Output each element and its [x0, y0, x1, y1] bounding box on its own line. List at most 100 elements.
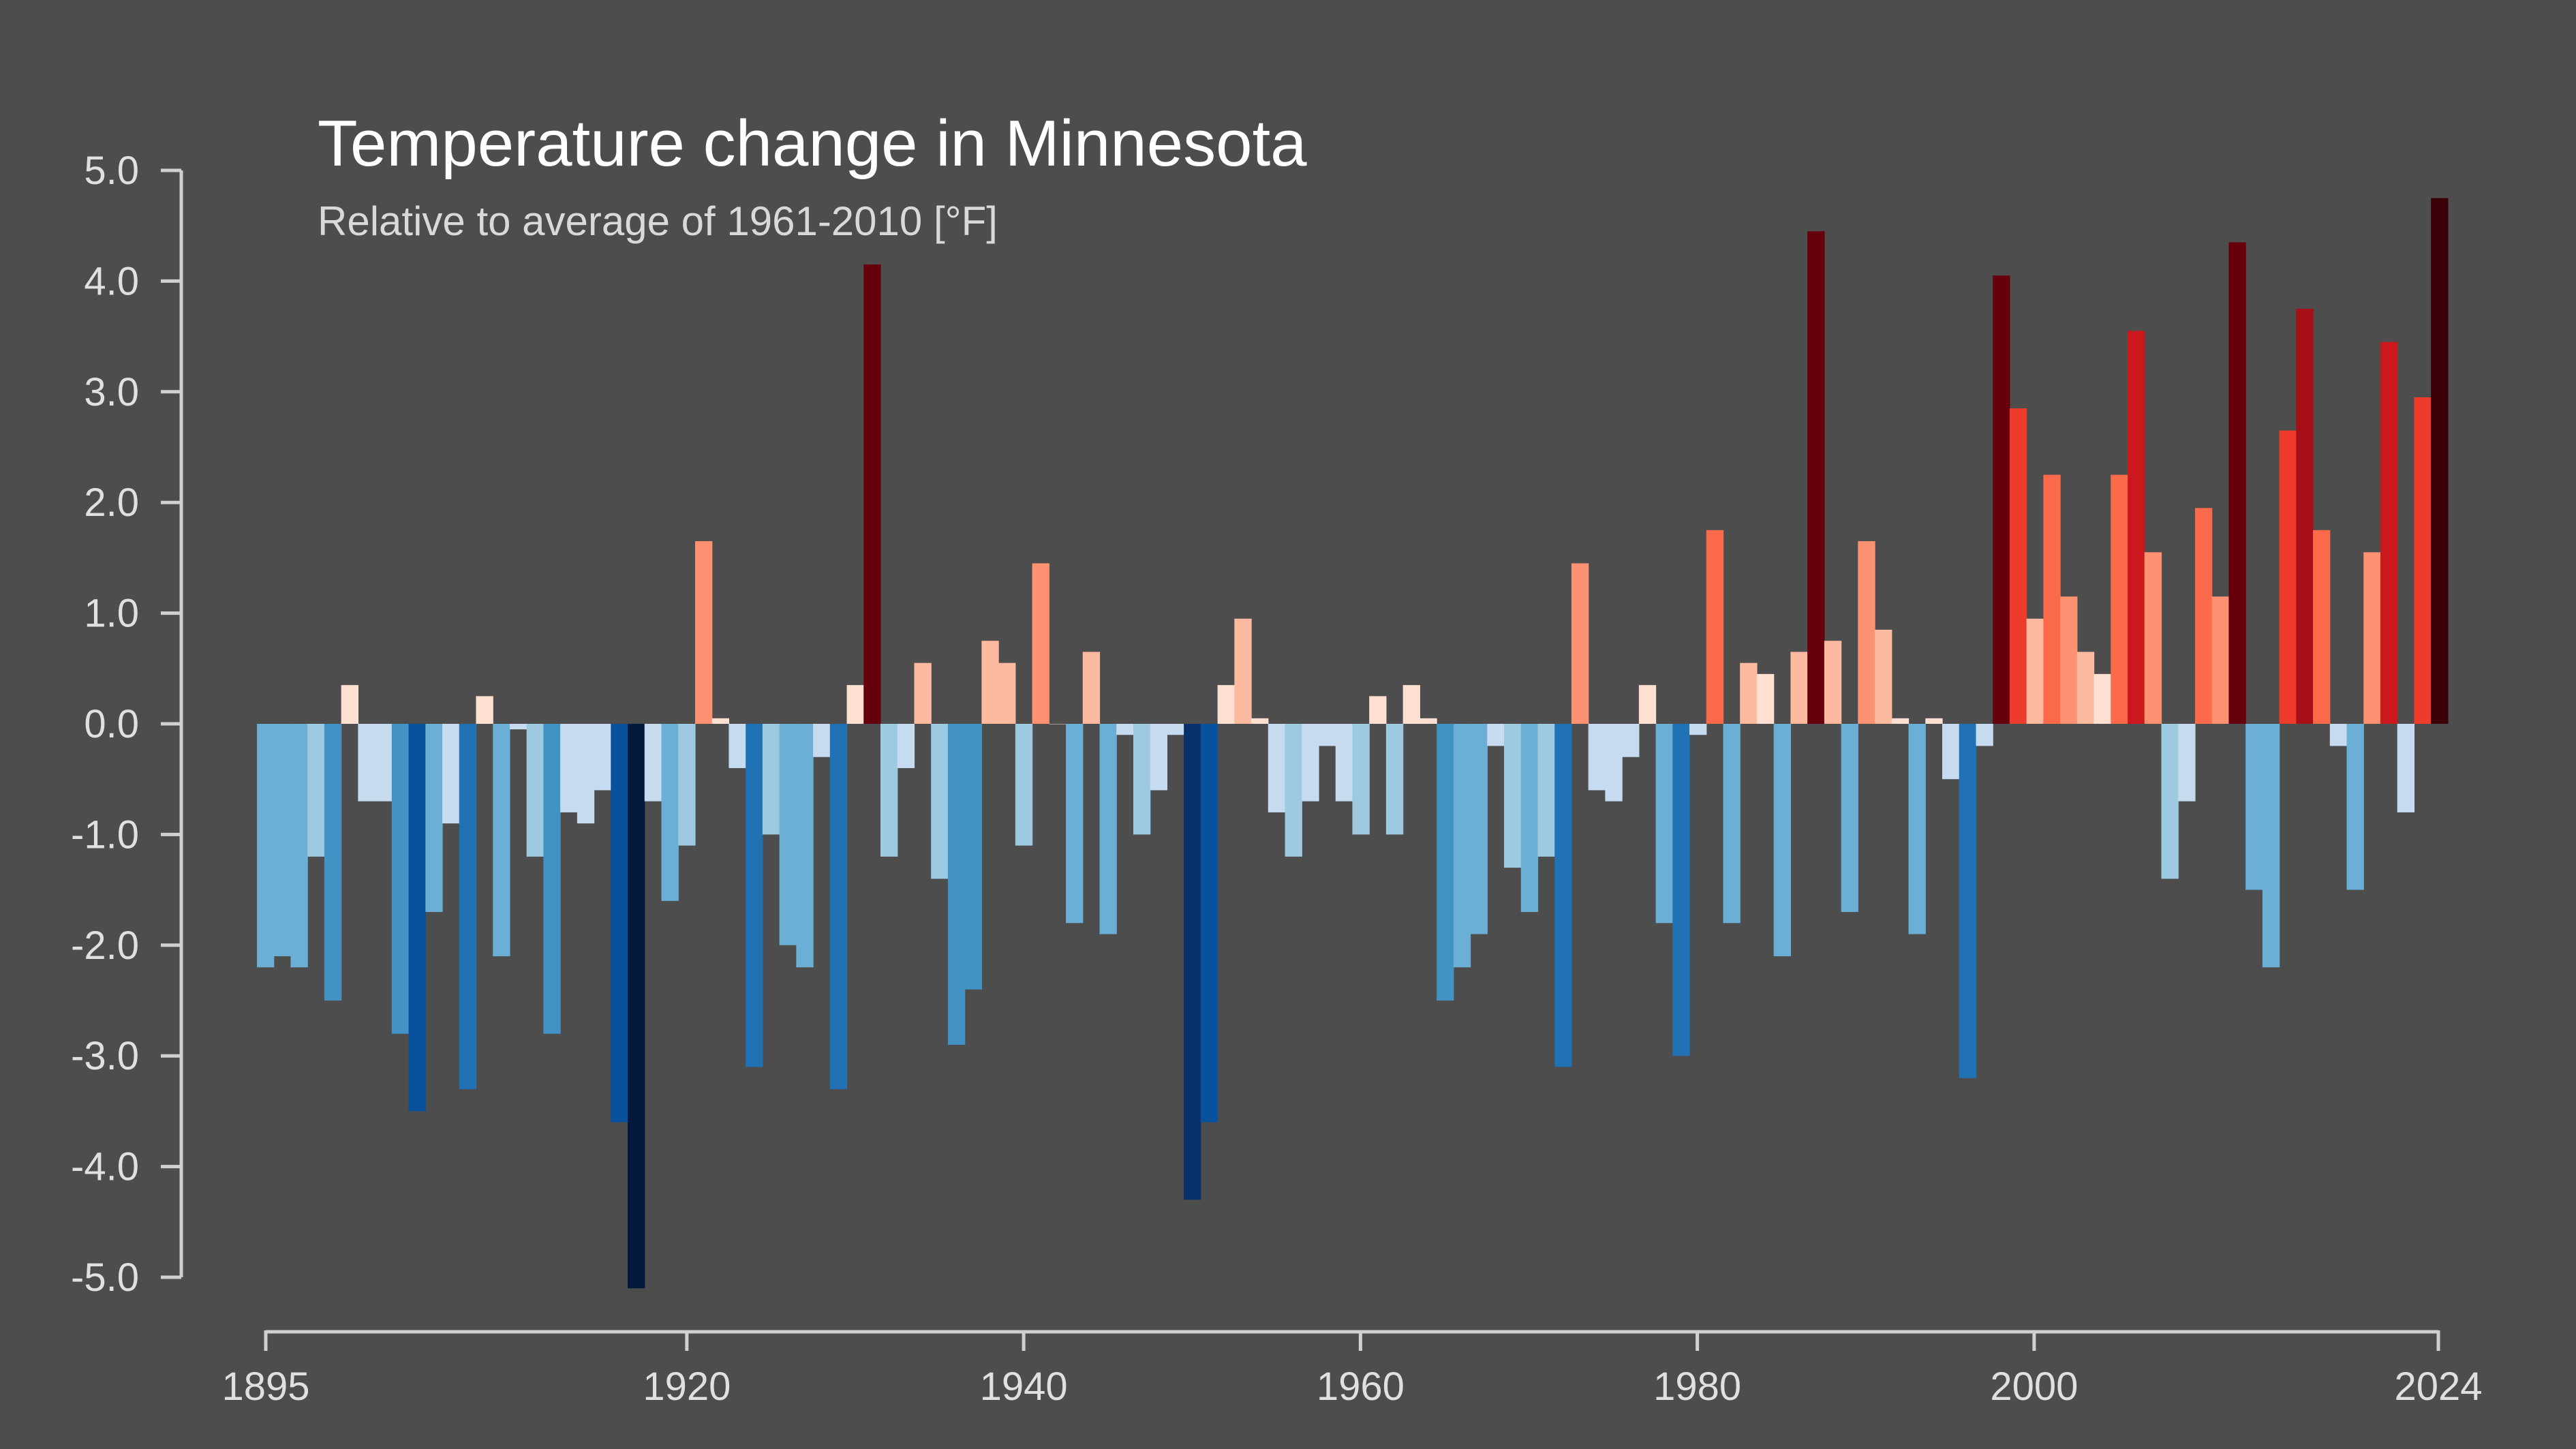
bar-1916: [611, 724, 628, 1123]
bar-1929: [829, 724, 848, 1089]
bar-2024: [2431, 198, 2449, 724]
bar-1913: [560, 724, 578, 812]
y-tick-label: 0.0: [84, 702, 139, 746]
bar-1973: [1571, 563, 1589, 724]
bar-2017: [2313, 530, 2331, 724]
bar-1990: [1858, 541, 1875, 724]
y-tick-label: 4.0: [84, 259, 139, 303]
bar-1975: [1605, 724, 1623, 802]
bar-1925: [762, 724, 780, 835]
bar-1934: [914, 662, 932, 724]
bar-1994: [1925, 718, 1943, 724]
bar-2020: [2363, 552, 2381, 724]
bar-2010: [2194, 508, 2213, 724]
bar-2003: [2076, 652, 2095, 724]
bar-1995: [1942, 724, 1960, 780]
chart-subtitle: Relative to average of 1961-2010 [°F]: [318, 198, 998, 244]
bar-1902: [375, 724, 393, 802]
bar-1988: [1824, 641, 1842, 724]
y-axis: 5.0 4.0 3.0 2.0 1.0 0.0 -1.0 -2.0 -3.0 -4.0 -5.0: [71, 149, 183, 1300]
bar-2013: [2245, 724, 2263, 890]
bar-1907: [459, 724, 477, 1089]
x-tick-label: 2000: [1990, 1364, 2078, 1409]
bar-1912: [543, 724, 561, 1034]
x-axis: 1895 1920 1940 1960 1980 2000 2024: [221, 1330, 2483, 1409]
bar-1978: [1655, 724, 1673, 924]
bar-1966: [1453, 724, 1471, 968]
bar-1948: [1150, 724, 1168, 791]
bar-2004: [2094, 673, 2111, 724]
bar-1920: [678, 724, 696, 846]
x-tick-label: 1980: [1653, 1364, 1741, 1409]
bar-1969: [1504, 724, 1522, 868]
y-tick-label: 2.0: [84, 481, 139, 525]
bar-1937: [964, 724, 982, 990]
bar-1924: [746, 724, 763, 1067]
bar-1971: [1537, 724, 1555, 857]
bar-2019: [2346, 724, 2364, 890]
bar-1910: [509, 724, 527, 730]
chart-title: Temperature change in Minnesota: [318, 107, 1307, 180]
bar-1977: [1638, 685, 1657, 724]
bar-2011: [2211, 596, 2230, 724]
bar-1951: [1200, 724, 1218, 1123]
bar-1992: [1891, 718, 1910, 724]
bar-2002: [2060, 596, 2078, 724]
bar-2008: [2161, 724, 2179, 879]
bar-1981: [1706, 530, 1724, 724]
bar-1957: [1302, 724, 1319, 802]
bar-1958: [1318, 724, 1336, 746]
bar-1968: [1487, 724, 1505, 746]
bar-1938: [981, 641, 999, 724]
bar-1955: [1268, 724, 1286, 812]
bar-1901: [358, 724, 375, 802]
bar-1943: [1066, 724, 1084, 924]
bar-1989: [1841, 724, 1858, 913]
bar-1985: [1773, 724, 1792, 957]
bar-1950: [1184, 724, 1201, 1200]
bar-2012: [2228, 242, 2246, 724]
bar-1905: [425, 724, 443, 913]
bar-1986: [1790, 652, 1808, 724]
bar-1897: [290, 724, 308, 968]
bar-1961: [1369, 696, 1387, 724]
bar-1962: [1385, 724, 1404, 835]
y-tick-label: 3.0: [84, 370, 139, 414]
bar-1922: [711, 718, 730, 724]
bar-1960: [1352, 724, 1370, 835]
bar-1974: [1588, 724, 1606, 791]
bar-1965: [1437, 724, 1454, 1001]
bar-2023: [2414, 397, 2432, 724]
bar-1900: [341, 685, 358, 724]
bar-1972: [1554, 724, 1572, 1067]
bar-1944: [1082, 652, 1101, 724]
bar-1918: [644, 724, 662, 802]
bar-1967: [1470, 724, 1488, 934]
bar-1908: [476, 696, 493, 724]
bar-1984: [1756, 673, 1775, 724]
y-tick-label: -4.0: [71, 1145, 139, 1189]
bar-1896: [273, 724, 292, 957]
bar-1940: [1015, 724, 1033, 846]
bar-2016: [2296, 309, 2314, 724]
bar-1909: [493, 724, 510, 957]
bar-2009: [2178, 724, 2196, 802]
bar-1904: [408, 724, 426, 1112]
x-tick-label: 1940: [980, 1364, 1068, 1409]
bar-1935: [931, 724, 949, 879]
bar-1993: [1908, 724, 1926, 934]
bar-1936: [947, 724, 966, 1045]
bar-1895: [257, 724, 275, 968]
bar-1997: [1976, 724, 1993, 746]
x-tick-label: 1920: [643, 1364, 731, 1409]
bar-1964: [1420, 718, 1437, 724]
bar-1926: [779, 724, 797, 945]
y-tick-label: -3.0: [71, 1034, 139, 1078]
bar-1946: [1116, 724, 1134, 735]
y-tick-label: -5.0: [71, 1255, 139, 1300]
bar-1923: [729, 724, 746, 768]
bar-1927: [796, 724, 814, 968]
y-tick-label: -2.0: [71, 924, 139, 968]
bar-1996: [1959, 724, 1977, 1078]
